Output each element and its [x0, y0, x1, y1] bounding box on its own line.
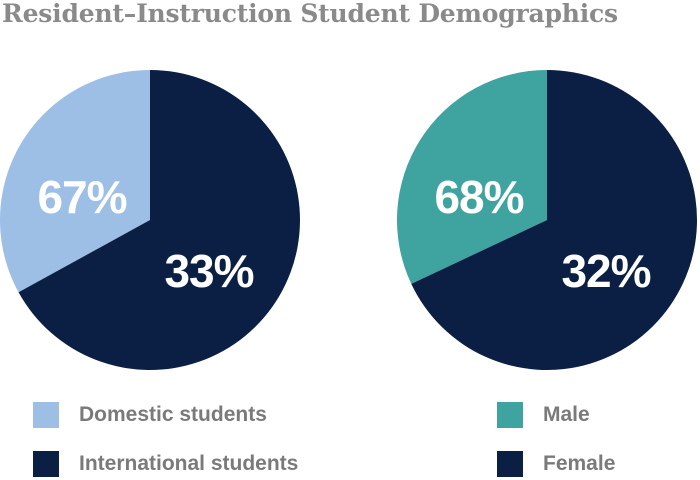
legend-item-international: International students	[33, 449, 298, 479]
legend-swatch-domestic	[33, 402, 59, 428]
slice-label-female: 32%	[561, 245, 650, 297]
slice-label-international-students: 33%	[164, 245, 253, 297]
legend-label-male: Male	[543, 403, 590, 426]
legend-item-male: Male	[497, 400, 590, 430]
legend-label-domestic: Domestic students	[79, 403, 267, 426]
slice-label-domestic-students: 67%	[37, 171, 126, 223]
legend-item-domestic: Domestic students	[33, 400, 267, 430]
pie-chart-residency: 67% 33%	[0, 70, 300, 371]
legend-label-female: Female	[543, 452, 616, 475]
legend-swatch-male	[497, 402, 523, 428]
chart-title: Resident–Instruction Student Demographic…	[2, 0, 618, 28]
slice-label-male: 68%	[434, 171, 523, 223]
pie-slice-female	[411, 70, 698, 370]
pie-chart-gender: 68% 32%	[397, 70, 698, 370]
pie-slice-domestic-students	[0, 70, 150, 293]
legend-swatch-female	[497, 451, 523, 477]
legend-item-female: Female	[497, 449, 615, 479]
legend-label-international: International students	[79, 452, 299, 475]
pie-slice-male	[397, 70, 547, 284]
pie-slice-international-students	[18, 70, 300, 371]
legend-swatch-international	[33, 451, 59, 477]
